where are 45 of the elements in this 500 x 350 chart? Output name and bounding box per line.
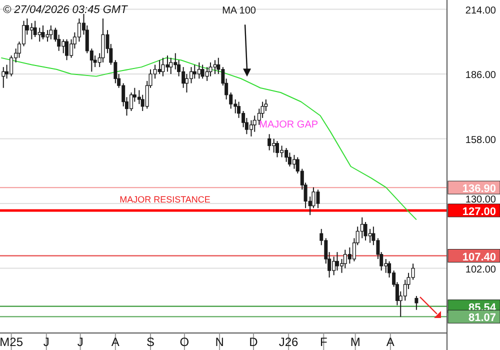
x-tick-label: D [249, 335, 258, 349]
ref-line-label: 107.40 [462, 251, 496, 264]
ref-line-label: 81.07 [468, 312, 496, 324]
candlestick [276, 140, 280, 158]
annotation: © 27/04/2026 03:45 GMT [3, 4, 129, 16]
y-tick-label: 158.00 [465, 134, 496, 146]
x-tick-label: M [350, 335, 360, 349]
candlestick [205, 66, 209, 82]
ref-line-label: 127.00 [462, 206, 496, 218]
candlestick [65, 38, 69, 61]
annotation: MAJOR GAP [259, 120, 318, 131]
candlestick [49, 24, 53, 40]
x-tick-label: M25 [0, 335, 24, 349]
candlestick [38, 27, 42, 42]
x-tick-label: A [111, 335, 120, 349]
x-tick-label: O [180, 335, 190, 349]
candlestick [360, 216, 364, 239]
candlestick [30, 22, 34, 40]
x-tick-label: J26 [278, 335, 299, 349]
y-tick-label: 214.00 [465, 5, 496, 16]
x-tick-label: S [146, 335, 155, 349]
candlestick [292, 154, 296, 170]
x-tick-label: J [43, 335, 50, 349]
y-tick-label: 130.00 [465, 194, 496, 206]
candlestick [368, 228, 372, 244]
candlestick [46, 30, 50, 42]
x-tick-label: J [77, 335, 84, 349]
candlestick [169, 57, 173, 74]
x-tick-label: N [215, 335, 224, 349]
candlestick [208, 62, 212, 77]
candlestick [161, 57, 165, 77]
x-tick-label: A [386, 335, 394, 349]
ref-line-label: 136.90 [462, 183, 496, 196]
candlestick [268, 134, 272, 151]
candlestick [414, 296, 418, 310]
y-tick-label: 186.00 [465, 70, 496, 81]
y-tick-label: 102.00 [465, 264, 496, 276]
annotation: MAJOR RESISTANCE [120, 194, 210, 204]
x-tick-label: F [320, 335, 328, 349]
text: MA 100 [222, 6, 256, 17]
candlestick [197, 62, 201, 80]
candlestick [249, 120, 253, 137]
line-series [0, 57, 417, 220]
candlestick [158, 60, 162, 74]
candlestick [364, 222, 368, 241]
